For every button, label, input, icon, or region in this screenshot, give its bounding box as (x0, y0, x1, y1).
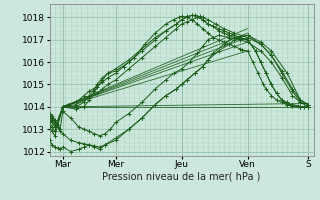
X-axis label: Pression niveau de la mer( hPa ): Pression niveau de la mer( hPa ) (102, 172, 261, 182)
